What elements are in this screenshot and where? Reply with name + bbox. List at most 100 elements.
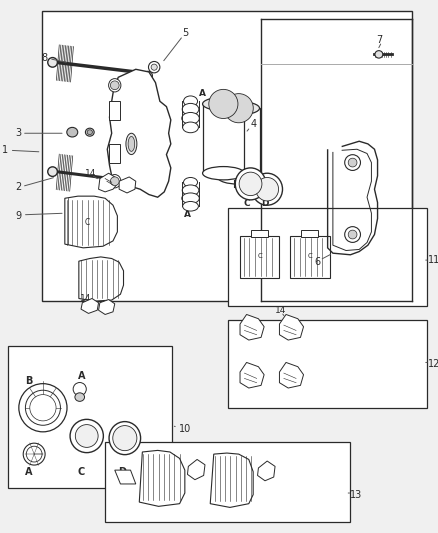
Polygon shape bbox=[290, 236, 330, 278]
Circle shape bbox=[345, 227, 360, 243]
Polygon shape bbox=[107, 69, 171, 197]
Bar bbox=[8, 346, 172, 488]
Bar bbox=[218, 108, 259, 177]
Polygon shape bbox=[258, 461, 275, 481]
Text: 14: 14 bbox=[85, 169, 97, 178]
Polygon shape bbox=[99, 173, 117, 192]
Ellipse shape bbox=[85, 128, 94, 136]
Circle shape bbox=[19, 384, 67, 432]
Bar bbox=[228, 320, 427, 408]
Text: 14: 14 bbox=[80, 294, 91, 303]
Text: 10: 10 bbox=[179, 424, 191, 434]
Text: C: C bbox=[244, 199, 250, 208]
Polygon shape bbox=[81, 298, 99, 313]
Bar bbox=[105, 442, 350, 522]
Polygon shape bbox=[99, 300, 115, 314]
Ellipse shape bbox=[109, 78, 121, 92]
Ellipse shape bbox=[252, 173, 283, 205]
Circle shape bbox=[151, 64, 157, 70]
Ellipse shape bbox=[75, 393, 85, 401]
Text: 13: 13 bbox=[350, 490, 363, 499]
Ellipse shape bbox=[48, 167, 57, 176]
Circle shape bbox=[348, 158, 357, 167]
Circle shape bbox=[110, 177, 119, 185]
Ellipse shape bbox=[202, 98, 244, 111]
Ellipse shape bbox=[67, 127, 78, 137]
Ellipse shape bbox=[218, 171, 259, 184]
Text: 9: 9 bbox=[15, 211, 21, 221]
Text: B: B bbox=[221, 94, 228, 103]
Polygon shape bbox=[65, 196, 117, 248]
Ellipse shape bbox=[256, 177, 279, 201]
Text: 5: 5 bbox=[182, 28, 188, 38]
Text: 11: 11 bbox=[428, 255, 438, 265]
Bar bbox=[202, 104, 244, 173]
Polygon shape bbox=[119, 177, 136, 193]
Circle shape bbox=[345, 155, 360, 171]
Circle shape bbox=[70, 419, 103, 453]
Circle shape bbox=[23, 443, 45, 465]
Circle shape bbox=[30, 394, 56, 421]
Text: 4: 4 bbox=[251, 119, 257, 128]
Circle shape bbox=[75, 425, 98, 447]
Circle shape bbox=[348, 230, 357, 239]
Ellipse shape bbox=[183, 201, 198, 211]
Ellipse shape bbox=[182, 193, 199, 204]
Circle shape bbox=[224, 94, 253, 123]
Text: 6: 6 bbox=[314, 257, 321, 267]
Text: A: A bbox=[199, 89, 206, 98]
Text: C: C bbox=[85, 219, 90, 227]
Bar bbox=[42, 11, 412, 301]
Circle shape bbox=[144, 71, 152, 80]
Ellipse shape bbox=[218, 101, 259, 115]
Text: D: D bbox=[261, 199, 268, 208]
Ellipse shape bbox=[68, 211, 74, 216]
Bar bbox=[109, 101, 120, 120]
Circle shape bbox=[73, 383, 86, 395]
Ellipse shape bbox=[375, 51, 383, 58]
Ellipse shape bbox=[183, 122, 198, 133]
Ellipse shape bbox=[235, 168, 266, 200]
Text: D: D bbox=[118, 467, 126, 477]
Ellipse shape bbox=[239, 172, 262, 196]
Circle shape bbox=[148, 61, 160, 73]
Ellipse shape bbox=[48, 58, 57, 67]
Ellipse shape bbox=[182, 103, 199, 115]
Ellipse shape bbox=[113, 425, 137, 451]
Ellipse shape bbox=[182, 185, 199, 196]
Polygon shape bbox=[187, 459, 205, 480]
Bar bbox=[228, 208, 427, 306]
Ellipse shape bbox=[202, 166, 244, 180]
Text: C: C bbox=[308, 253, 312, 259]
Polygon shape bbox=[79, 257, 124, 301]
Polygon shape bbox=[240, 362, 264, 388]
Text: 2: 2 bbox=[15, 182, 21, 191]
Polygon shape bbox=[279, 362, 304, 388]
Text: A: A bbox=[25, 467, 33, 477]
Text: 14: 14 bbox=[275, 306, 286, 314]
Ellipse shape bbox=[109, 174, 121, 188]
Text: 3: 3 bbox=[15, 128, 21, 138]
Ellipse shape bbox=[109, 422, 141, 455]
Text: A: A bbox=[78, 371, 85, 381]
Ellipse shape bbox=[87, 130, 92, 134]
Polygon shape bbox=[115, 470, 136, 484]
Polygon shape bbox=[261, 19, 412, 64]
Bar bbox=[301, 230, 318, 237]
Circle shape bbox=[139, 178, 148, 187]
Bar bbox=[251, 230, 268, 237]
Bar bbox=[109, 144, 120, 163]
Text: C: C bbox=[78, 467, 85, 477]
Text: B: B bbox=[25, 376, 33, 386]
Circle shape bbox=[25, 390, 60, 425]
Polygon shape bbox=[279, 314, 304, 340]
Text: C: C bbox=[258, 253, 262, 259]
Circle shape bbox=[110, 81, 119, 90]
Polygon shape bbox=[139, 450, 185, 506]
Polygon shape bbox=[240, 236, 279, 278]
Circle shape bbox=[26, 446, 42, 462]
Ellipse shape bbox=[128, 136, 134, 151]
Text: 7: 7 bbox=[377, 35, 383, 45]
Text: A: A bbox=[184, 210, 191, 219]
Ellipse shape bbox=[66, 209, 76, 217]
